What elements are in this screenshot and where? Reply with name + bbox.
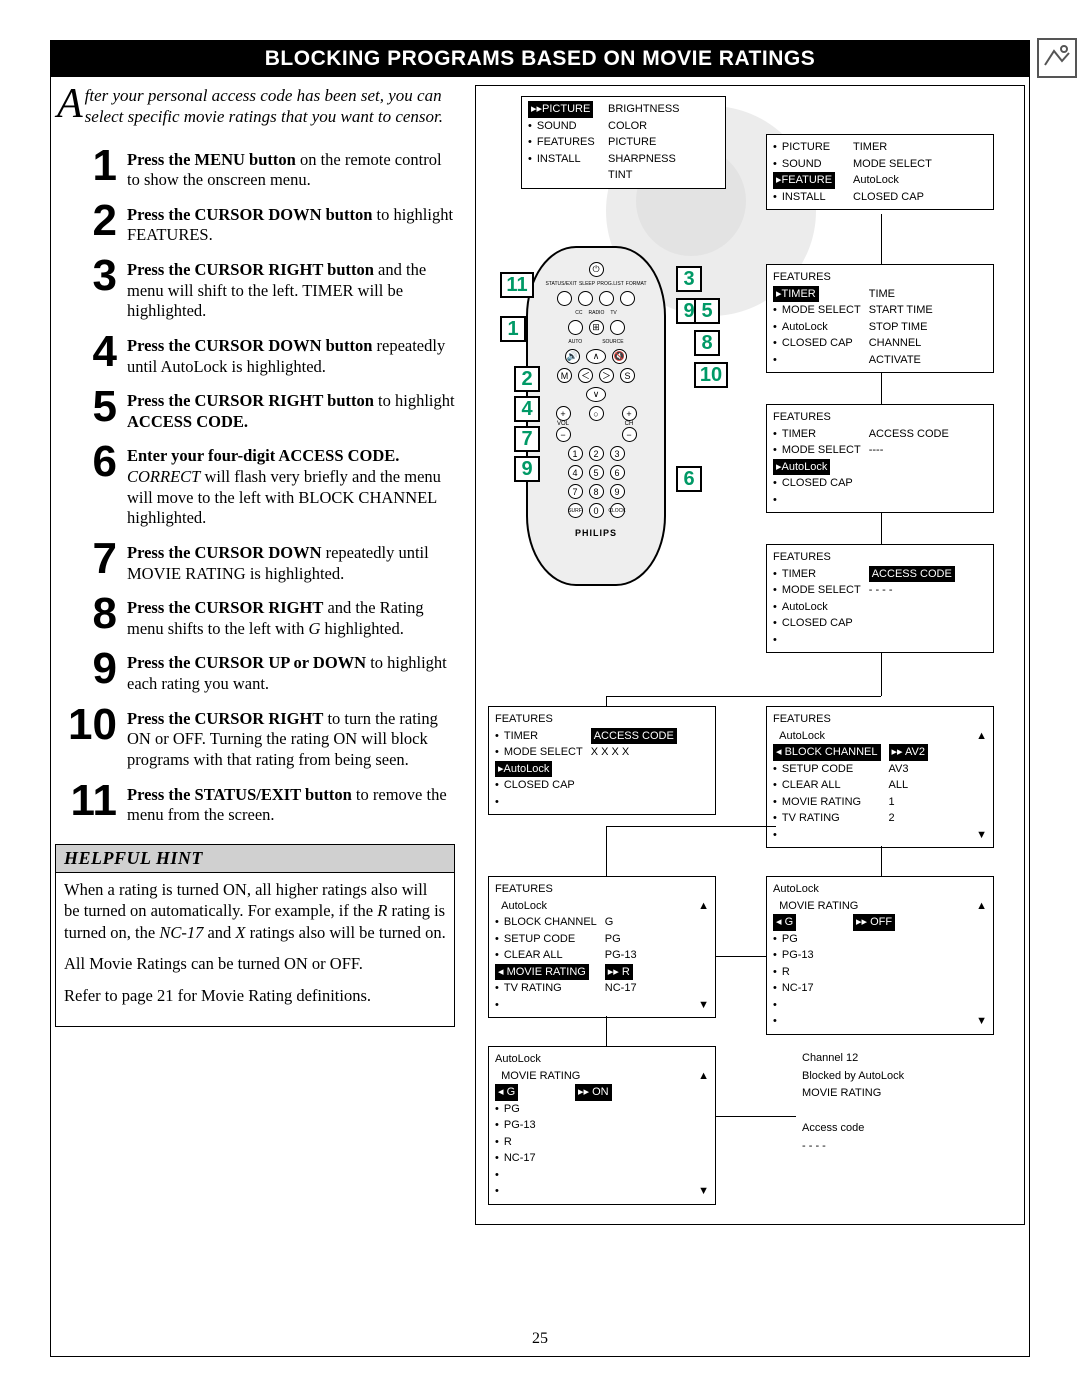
step-6: 6Enter your four-digit ACCESS CODE. CORR… xyxy=(55,442,455,529)
menu-movie-rating-list: FEATURES AutoLock ▲BLOCK CHANNELSETUP CO… xyxy=(488,876,716,1018)
step-4: 4Press the CURSOR DOWN button repeatedly… xyxy=(55,332,455,377)
page-number: 25 xyxy=(51,1330,1029,1348)
step-5: 5Press the CURSOR RIGHT button to highli… xyxy=(55,387,455,432)
callout-11: 11 xyxy=(500,272,534,298)
step-1: 1Press the MENU button on the remote con… xyxy=(55,146,455,191)
callout-2: 2 xyxy=(514,366,540,392)
step-8: 8Press the CURSOR RIGHT and the Rating m… xyxy=(55,594,455,639)
callout-5a: 5 xyxy=(694,298,720,324)
menu-blocked-status: Channel 12Blocked by AutoLockMOVIE RATIN… xyxy=(796,1046,976,1160)
callout-3: 3 xyxy=(676,266,702,292)
badge-icon xyxy=(1037,38,1077,78)
helpful-hint: HELPFUL HINT When a rating is turned ON,… xyxy=(55,844,455,1027)
callout-10: 10 xyxy=(694,362,728,388)
menu-picture: ▸▸PICTURESOUNDFEATURESINSTALLBRIGHTNESSC… xyxy=(521,96,726,189)
diagram-panel: ▸▸PICTURESOUNDFEATURESINSTALLBRIGHTNESSC… xyxy=(475,85,1025,1225)
step-3: 3Press the CURSOR RIGHT button and the m… xyxy=(55,256,455,322)
step-2: 2Press the CURSOR DOWN button to highlig… xyxy=(55,201,455,246)
menu-rating-off: AutoLock MOVIE RATING ▲◂ GPGPG-13RNC-17▸… xyxy=(766,876,994,1035)
step-10: 10Press the CURSOR RIGHT to turn the rat… xyxy=(55,705,455,771)
steps-list: 1Press the MENU button on the remote con… xyxy=(55,146,455,826)
menu-feature: PICTURESOUND▸FEATUREINSTALLTIMERMODE SEL… xyxy=(766,134,994,210)
callout-4: 4 xyxy=(514,396,540,422)
callout-1: 1 xyxy=(500,316,526,342)
step-11: 11Press the STATUS/EXIT button to remove… xyxy=(55,781,455,826)
hint-body: When a rating is turned ON, all higher r… xyxy=(56,873,454,1026)
step-9: 9Press the CURSOR UP or DOWN to highligh… xyxy=(55,649,455,694)
menu-block-channel: FEATURES AutoLock ▲◂ BLOCK CHANNELSETUP … xyxy=(766,706,994,848)
menu-features-timer: FEATURES▸TIMERMODE SELECTAutoLockCLOSED … xyxy=(766,264,994,373)
menu-rating-on: AutoLock MOVIE RATING ▲◂ GPGPG-13RNC-17▸… xyxy=(488,1046,716,1205)
menu-access-code-hl: FEATURESTIMERMODE SELECTAutoLockCLOSED C… xyxy=(766,544,994,653)
callout-6: 6 xyxy=(676,466,702,492)
callout-7: 7 xyxy=(514,426,540,452)
instructions-column: After your personal access code has been… xyxy=(55,85,455,1225)
step-7: 7Press the CURSOR DOWN repeatedly until … xyxy=(55,539,455,584)
remote-control: ⏻ STATUS/EXITSLEEPPROG.LISTFORMAT CCRADI… xyxy=(526,246,666,586)
menu-access-code-entry: FEATURESTIMERMODE SELECT▸AutoLockCLOSED … xyxy=(488,706,716,815)
callout-8: 8 xyxy=(694,330,720,356)
hint-title: HELPFUL HINT xyxy=(56,845,454,873)
menu-features-autolock: FEATURESTIMERMODE SELECT▸AutoLockCLOSED … xyxy=(766,404,994,513)
intro-text: After your personal access code has been… xyxy=(55,85,455,128)
callout-9: 9 xyxy=(514,456,540,482)
page-title: BLOCKING PROGRAMS BASED ON MOVIE RATINGS xyxy=(265,47,815,70)
